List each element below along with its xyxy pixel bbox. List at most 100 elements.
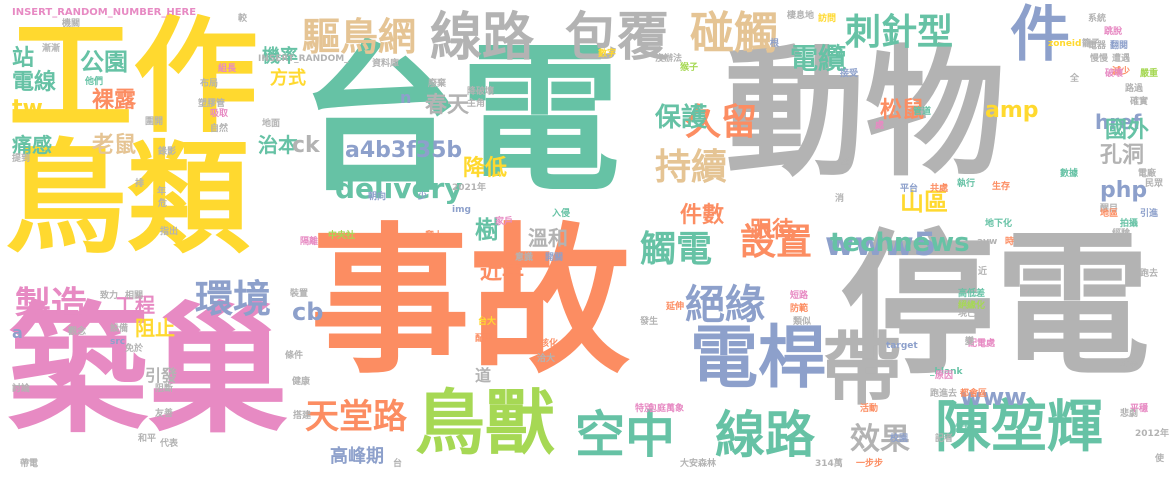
word-effect: 效果 [850,422,910,457]
word-metro-area: 都會區 [960,389,988,399]
word-reason: 原因 [935,371,954,381]
word-go-run: 跑去 [1140,269,1159,279]
word-accept: 接受 [840,69,859,79]
word-friendly: 友善 [155,409,174,419]
word-follow: 跟待 [750,218,795,243]
word-stay: 久留 [685,102,758,143]
word-zheng: 整 [840,157,850,167]
word-line: 線路 [430,8,535,68]
word-step-by-step: 一步步 [856,459,884,469]
word-power-plant: 電廠 [1138,169,1157,179]
word-health: 健康 [292,377,311,387]
word-taipower: 台電 [300,26,621,213]
word-zoneid: zoneid [1048,39,1082,49]
word-conspicuous: 醒目 [1100,204,1119,214]
word-tree: 樹 [475,216,499,244]
word-belt: 帶 [822,323,902,416]
word-quan: 全 [1070,74,1080,84]
word-local: 當地 [955,424,974,434]
word-represent: 代表 [160,439,179,449]
word-cb: cb [292,298,324,326]
word-a: a [12,323,23,342]
word-point-out: 指出 [160,227,179,237]
word-damage: 破壞 [1105,69,1124,79]
word-jump: 跳脫 [1104,27,1123,37]
word-insulated: 絕緣化 [958,301,986,311]
word-make: 製造 [15,285,88,326]
word-birds-beasts: 鳥獸 [415,382,555,464]
word-layout: 布局 [200,79,219,89]
word-campus: 校園 [890,434,909,444]
word-peak: 高峰期 [330,446,384,467]
word-spring: 春天 [425,93,470,118]
word-fence: 圍開 [145,117,164,127]
word-plastic-pipe: 塑膠管 [198,99,226,109]
word-insert-random-number: INSERT_RANDOM_NUMBER_HERE [12,7,197,18]
word-src: src [110,337,126,347]
word-equipment: 設備 [110,324,129,334]
word-region: 地區 [1100,209,1119,219]
word-ntu: 台大 [478,317,497,327]
word-build: 搭建 [293,411,312,421]
word-protect: 保護 [655,103,708,133]
word-accident: 事故 [310,208,631,395]
word-climb: 爬上 [425,231,444,241]
word-squirrel: 松鼠 [880,98,925,123]
word-ban: 嚴禁 [1120,359,1139,369]
word-amp: amp [985,98,1039,123]
word-nuclear: 核化 [540,339,559,349]
word-shi: 使 [1155,454,1165,464]
word-absorb: 吸取 [210,109,229,119]
word-environment: 環境 [195,277,272,321]
word-wei: 危 [158,199,168,209]
word-related: 相關 [125,291,144,301]
word-spike-type: 刺針型 [845,12,954,53]
word-reporter: 記者 [935,434,954,444]
word-live: 帶電 [20,459,39,469]
word-data: 數據 [1060,169,1079,179]
word-php: php [1100,178,1148,203]
word-visit: 訪問 [818,14,837,24]
word-underground: 地下化 [985,219,1013,229]
word-tai: 台 [393,459,403,469]
word-work: 工作 [8,5,258,150]
word-ck: ck [292,133,320,158]
word-2021: 2021年 [452,183,487,193]
word-awareness: 意識 [515,253,534,263]
word-foreign: 國外 [1105,118,1150,143]
word-prevent: 防範 [790,304,809,314]
word-engineering: 工程 [115,293,155,317]
word-discuss: 討論 [12,384,31,394]
word-peace: 和平 [138,434,157,444]
word-stable: 平穩 [1130,404,1149,414]
word-protagonist: 主角 [467,99,486,109]
word-time: 時 [1005,237,1015,247]
word-cover: 包覆 [565,8,670,68]
word-they: 他們 [85,77,104,87]
word-bird-net: 驅鳥網 [302,15,417,59]
word-probability: 機率 [262,46,298,67]
word-technews: technews [830,228,970,258]
word-wire: 電線 [12,70,57,95]
word-all-inclusive: 包庭萬象 [648,404,685,414]
word-cure: 治本 [258,133,298,157]
word-stop: 阻止 [135,316,175,340]
word-toward: 朝向 [368,192,387,202]
word-target: target [886,341,918,351]
word-mountain: 山區 [900,188,948,216]
word-park: 公園 [80,48,128,76]
word-cage: 籠子 [1082,39,1101,49]
word-abandon: 廢棄 [428,79,447,89]
word-public: 民眾 [1145,179,1164,189]
word-n: n [400,88,412,107]
word-database: 資料庫 [372,59,400,69]
word-monkey: 猴子 [680,63,699,73]
word-nature: 自然 [210,124,229,134]
word-birds: 鳥類 [5,128,249,270]
word-team-lead: 組長 [218,64,237,74]
word-appliance: 電器 [1088,41,1107,51]
word-mild: 溫和 [528,226,568,250]
word-household: 家戶 [495,217,514,227]
word-experience: 經驗 [1112,229,1131,239]
